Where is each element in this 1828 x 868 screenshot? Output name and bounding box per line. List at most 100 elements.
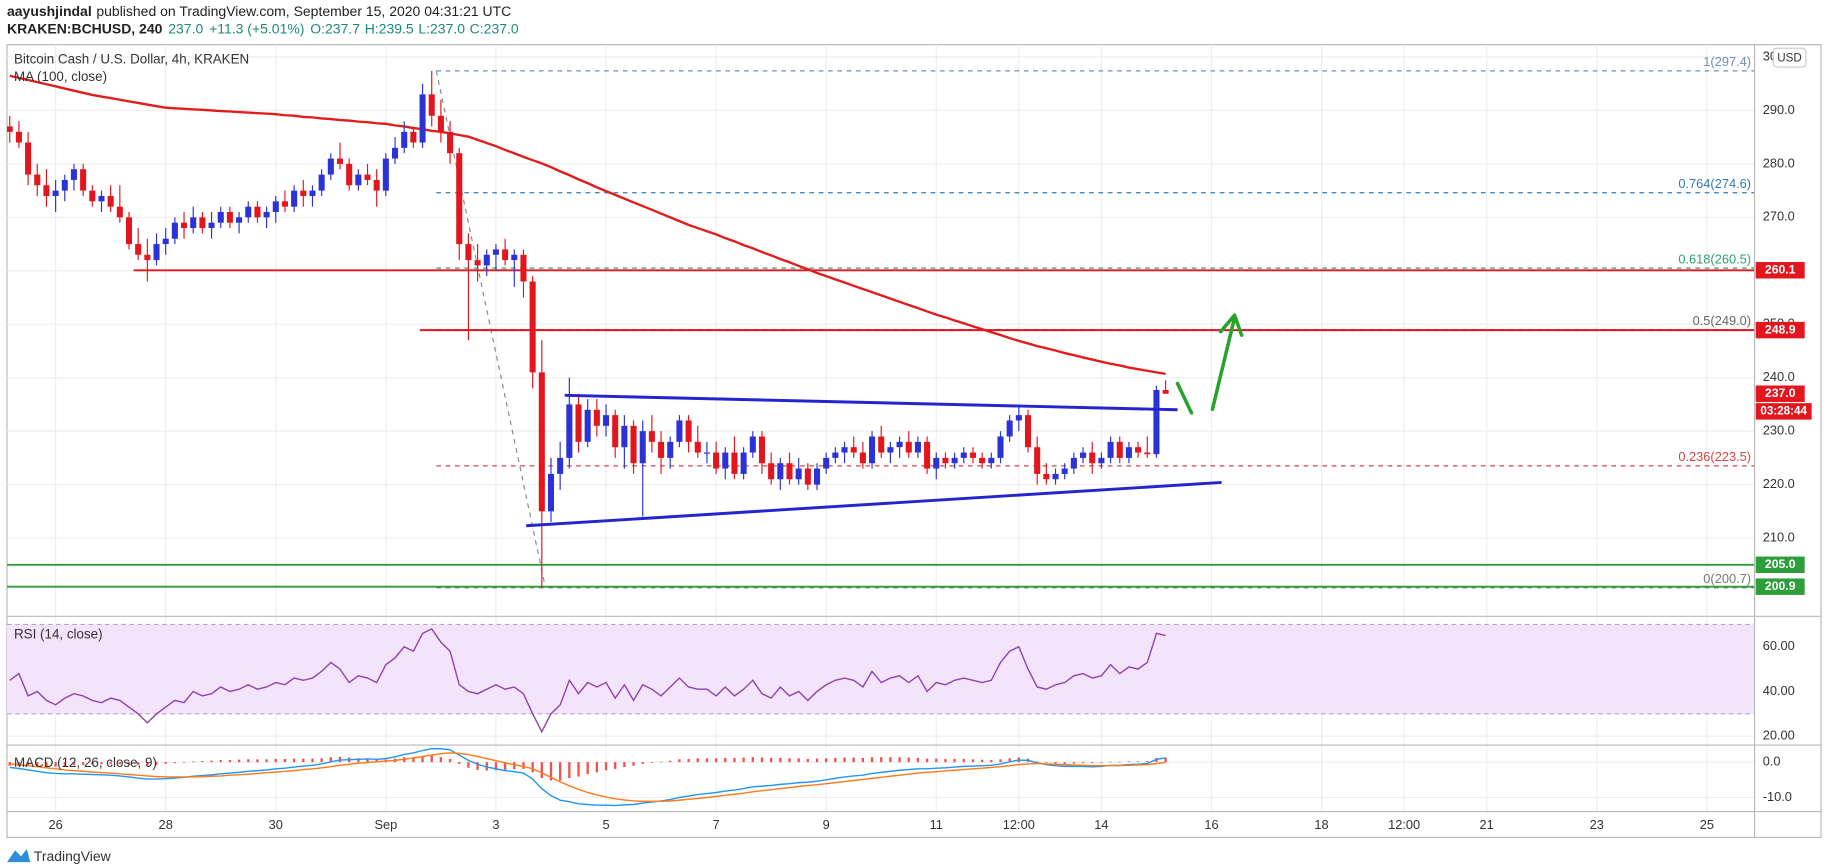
macd-histogram-bar [1008,758,1011,763]
macd-histogram-bar [412,757,415,763]
macd-histogram-bar [907,757,910,763]
macd-histogram-bar [714,758,718,763]
candle-body [951,457,958,464]
macd-histogram-bar [806,758,810,763]
macd-histogram-bar [467,762,470,768]
candle-body [1034,447,1041,474]
macd-histogram-bar [751,757,754,763]
candle-body [236,217,243,223]
candle-body [722,452,729,469]
macd-histogram-bar [109,762,112,765]
macd-histogram-bar [173,762,177,764]
level-box [1755,556,1805,574]
macd-histogram-bar [292,758,296,763]
legend-ma: MA (100, close) [14,69,107,84]
macd-histogram-bar [531,762,534,773]
macd-histogram-bar [430,755,433,763]
fib-label: 1(297.4) [1703,54,1751,69]
macd-histogram-bar [669,760,672,763]
x-tick-label: 7 [713,817,720,832]
candle-body [630,425,637,464]
currency[interactable]: USD [1777,51,1802,64]
candle-body [502,249,509,261]
macd-histogram-bar [889,757,892,763]
macd-histogram-bar [659,761,663,763]
candle-body [474,260,481,266]
candle-body [144,254,151,261]
rsi-pane [6,623,1755,734]
macd-histogram-bar [1127,761,1131,763]
candle-body [887,447,894,453]
x-tick-label: 25 [1700,817,1714,832]
macd-histogram-bar [91,762,94,765]
currency-button[interactable] [1772,47,1807,68]
candle-body [465,244,472,261]
candle-body [263,211,270,218]
candle-body [1061,468,1068,474]
fib-label: 0.764(274.6) [1678,176,1751,191]
candle-body [593,409,600,426]
macd-histogram-bar [256,759,259,763]
candle-body [758,436,766,464]
x-tick-label: 12:00 [1003,817,1035,832]
macd-histogram-bar [228,760,232,763]
candle-body [804,468,811,485]
macd-pane [8,748,1167,807]
candle-body [428,94,435,116]
candle-body [988,457,995,464]
macd-histogram-bar [439,757,443,763]
rsi-tick-label: 40.00 [1763,683,1795,698]
macd-histogram-bar [1054,762,1057,764]
macd-histogram-bar [944,758,947,763]
candle-body [300,190,307,196]
macd-histogram-bar [549,762,553,781]
quote-line: KRAKEN:BCHUSD, 240 237.0 +11.3 (+5.01%) O:2… [7,20,519,36]
macd-histogram-bar [1146,761,1149,763]
candle-body [346,163,353,186]
rsi-tick-label: 20.00 [1763,728,1795,743]
candle-body [749,436,756,453]
candle-body [896,441,903,448]
ohlc: L:237.0 [418,20,465,36]
candle-body [942,457,949,464]
macd-histogram-bar [870,757,874,763]
candle-body [373,179,380,191]
candle-body [15,131,22,143]
x-tick-label: 23 [1590,817,1604,832]
macd-histogram-bar [421,756,424,763]
candle-body [272,201,279,212]
candle-body [1125,447,1132,458]
x-tick-label: 28 [159,817,173,832]
macd-histogram-bar [45,762,48,768]
macd-histogram-bar [586,762,589,775]
macd-histogram-bar [558,762,562,781]
candle-body [1015,415,1022,421]
candle-body [208,222,215,229]
macd-histogram-bar [54,762,57,767]
macd-histogram-bar [705,758,709,763]
candle-body [61,179,68,191]
rsi-tick-label: 60.00 [1763,638,1795,653]
candle-body [914,441,921,453]
candle-body [667,441,674,458]
macd-histogram-bar [632,762,635,766]
macd-histogram-bar [26,762,30,767]
fib-label: 0.5(249.0) [1693,313,1751,328]
candle-body [355,174,362,186]
candle-body [1144,452,1151,455]
macd-histogram-bar [8,762,11,766]
macd-histogram-bar [1136,761,1140,763]
candle-body [777,463,784,480]
macd-histogram-bar [825,758,828,763]
candle-body [291,190,298,207]
candle-body [621,425,628,448]
macd-histogram-bar [366,758,369,763]
macd-histogram-bar [1118,761,1121,763]
macd-histogram-bar [118,762,121,765]
macd-histogram-bar [219,760,222,763]
candle-body [520,254,527,282]
trendline [526,480,1222,528]
countdown: 03:28:44 [1760,404,1807,417]
macd-histogram-bar [137,762,140,765]
